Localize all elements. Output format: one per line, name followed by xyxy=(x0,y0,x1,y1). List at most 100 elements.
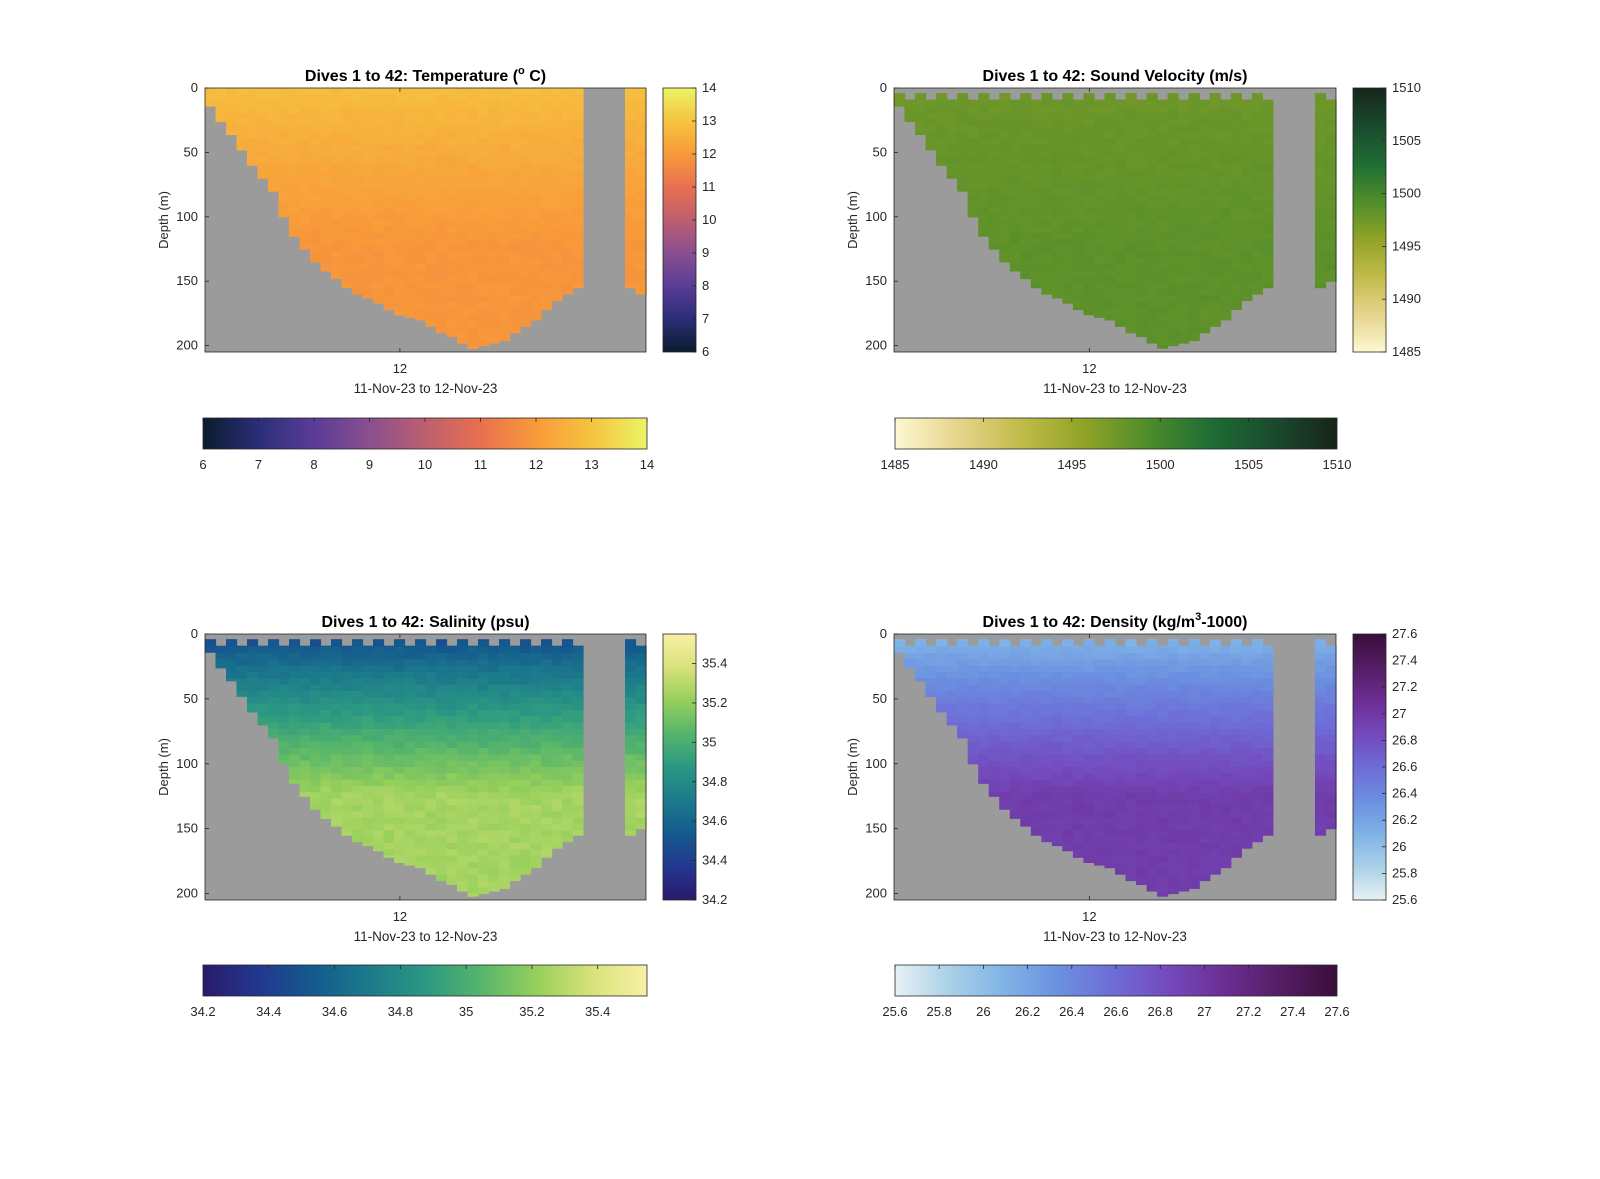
heatmap-cell xyxy=(1051,295,1063,299)
heatmap-cell xyxy=(247,678,259,686)
heatmap-cell xyxy=(205,640,217,648)
heatmap-cell xyxy=(394,176,406,183)
heatmap-cell xyxy=(1115,722,1127,730)
heatmap-cell xyxy=(936,691,948,698)
heatmap-cell xyxy=(362,703,374,711)
heatmap-cell xyxy=(1209,798,1221,806)
heatmap-cell xyxy=(1241,760,1253,768)
heatmap-cell xyxy=(635,824,647,830)
heatmap-cell xyxy=(1199,798,1211,806)
heatmap-cell xyxy=(1125,760,1137,768)
heatmap-cell xyxy=(1241,843,1253,849)
heatmap-cell xyxy=(530,251,542,259)
heatmap-cell xyxy=(457,232,469,240)
heatmap-cell xyxy=(1115,672,1127,679)
heatmap-cell xyxy=(425,257,437,265)
heatmap-cell xyxy=(1188,779,1200,787)
heatmap-cell xyxy=(268,182,280,190)
colorbar-horizontal xyxy=(202,964,648,997)
heatmap-cell xyxy=(625,703,637,711)
heatmap-cell xyxy=(352,201,364,209)
heatmap-cell xyxy=(278,100,290,108)
heatmap-cell xyxy=(425,710,437,717)
heatmap-cell xyxy=(488,270,500,278)
heatmap-cell xyxy=(978,93,990,95)
heatmap-cell xyxy=(320,132,332,139)
heatmap-cell xyxy=(478,213,490,221)
heatmap-cell xyxy=(509,119,521,127)
heatmap-cell xyxy=(520,754,532,762)
heatmap-cell xyxy=(1020,226,1032,234)
heatmap-cell xyxy=(1188,163,1200,171)
heatmap-cell xyxy=(1262,264,1274,271)
heatmap-cell xyxy=(488,119,500,127)
heatmap-cell xyxy=(541,295,553,303)
heatmap-cell xyxy=(1188,93,1200,95)
heatmap-cell xyxy=(1188,226,1200,234)
heatmap-cell xyxy=(467,665,479,673)
heatmap-cell xyxy=(1230,830,1242,838)
heatmap-cell xyxy=(1083,836,1095,844)
heatmap-cell xyxy=(352,805,364,812)
heatmap-cell xyxy=(1062,125,1074,133)
heatmap-cell xyxy=(299,678,311,686)
heatmap-cell xyxy=(478,169,490,177)
heatmap-cell xyxy=(635,684,647,692)
heatmap-cell xyxy=(331,163,343,171)
heatmap-cell xyxy=(904,99,916,102)
heatmap-cell xyxy=(1230,251,1242,259)
heatmap-cell xyxy=(352,767,364,774)
heatmap-cell xyxy=(236,132,248,139)
heatmap-cell xyxy=(904,665,916,669)
heatmap-cell xyxy=(1188,257,1200,265)
heatmap-cell xyxy=(404,270,416,278)
heatmap-cell xyxy=(341,157,353,165)
colorbar-tick-label: 8 xyxy=(310,457,317,472)
heatmap-cell xyxy=(1062,639,1074,641)
heatmap-cell xyxy=(1072,811,1085,819)
heatmap-cell xyxy=(1083,830,1095,838)
heatmap-cell xyxy=(1072,282,1085,290)
heatmap-cell xyxy=(373,245,385,253)
heatmap-cell xyxy=(1020,798,1032,806)
heatmap-cell xyxy=(404,817,416,825)
heatmap-cell xyxy=(331,665,343,673)
heatmap-cell xyxy=(1030,646,1042,654)
colorbar-tick-label: 1490 xyxy=(1392,291,1421,306)
heatmap-cell xyxy=(1167,729,1179,736)
heatmap-cell xyxy=(530,722,542,730)
heatmap-cell xyxy=(530,132,542,139)
heatmap-cell xyxy=(499,276,511,284)
heatmap-cell xyxy=(1178,100,1190,108)
heatmap-cell xyxy=(1104,308,1116,315)
heatmap-cell xyxy=(383,697,395,705)
heatmap-cell xyxy=(1051,226,1063,234)
heatmap-cell xyxy=(1072,226,1085,234)
heatmap-cell xyxy=(1167,232,1179,240)
heatmap-cell xyxy=(520,849,532,857)
heatmap-cell xyxy=(1167,314,1179,322)
heatmap-cell xyxy=(1115,805,1127,812)
heatmap-cell xyxy=(1125,257,1137,265)
heatmap-cell xyxy=(488,722,500,730)
heatmap-cell xyxy=(530,176,542,183)
heatmap-cell xyxy=(352,741,364,749)
heatmap-cell xyxy=(1062,245,1074,253)
heatmap-cell xyxy=(362,194,374,202)
heatmap-cell xyxy=(1262,741,1274,749)
heatmap-cell xyxy=(352,232,364,240)
heatmap-cell xyxy=(383,722,395,730)
heatmap-cell xyxy=(425,735,437,743)
heatmap-cell xyxy=(1167,238,1179,246)
heatmap-cell xyxy=(520,194,532,202)
heatmap-cell xyxy=(1230,194,1242,202)
heatmap-cell xyxy=(446,150,458,158)
heatmap-cell xyxy=(572,754,584,762)
heatmap-cell xyxy=(1199,125,1211,133)
heatmap-cell xyxy=(289,94,301,102)
heatmap-cell xyxy=(1178,113,1190,121)
heatmap-cell xyxy=(625,144,637,152)
heatmap-cell xyxy=(1167,786,1179,793)
heatmap-cell xyxy=(415,836,427,844)
heatmap-cell xyxy=(1125,735,1137,743)
